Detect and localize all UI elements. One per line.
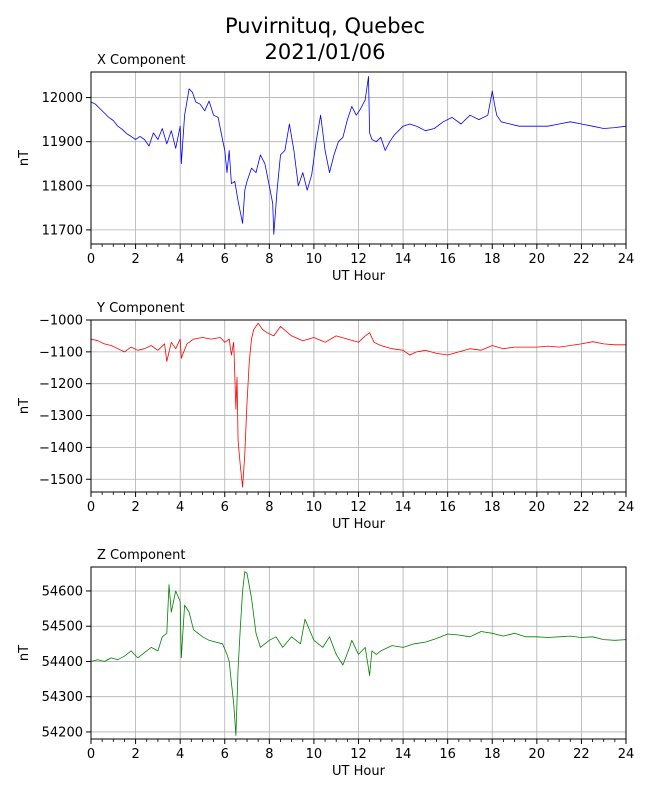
z-comp-y-tick-label: 54400 [42, 655, 83, 670]
y-comp-y-tick-label: −1300 [39, 409, 83, 424]
z-comp-x-tick-label: 8 [265, 747, 273, 762]
y-comp-y-tick-label: −1400 [39, 441, 83, 456]
y-comp-x-tick-label: 8 [265, 500, 273, 515]
y-comp-y-tick-label: −1500 [39, 473, 83, 488]
x-comp-x-tick-label: 24 [618, 252, 635, 267]
y-comp-x-tick-label: 14 [395, 500, 412, 515]
figure-title-line2: 2021/01/06 [264, 40, 386, 64]
y-comp-x-tick-label: 22 [573, 500, 590, 515]
y-comp-y-tick-label: −1000 [39, 314, 83, 329]
x-comp-y-tick-label: 11700 [42, 223, 83, 238]
x-comp-x-tick-label: 20 [529, 252, 546, 267]
z-comp-y-axis-label: nT [17, 645, 32, 661]
x-comp-x-tick-label: 12 [350, 252, 367, 267]
y-comp-x-tick-label: 12 [350, 500, 367, 515]
z-comp-x-tick-label: 2 [131, 747, 139, 762]
z-comp-series-line [90, 571, 627, 736]
figure-title-line1: Puvirnituq, Quebec [224, 14, 426, 38]
z-comp-x-tick-label: 20 [529, 747, 546, 762]
y-comp-x-tick-label: 18 [484, 500, 501, 515]
x-comp-x-tick-label: 18 [484, 252, 501, 267]
y-comp-title: Y Component [96, 301, 185, 316]
x-comp-y-axis-label: nT [17, 150, 32, 166]
x-comp-title: X Component [97, 53, 186, 68]
x-comp-x-tick-label: 8 [265, 252, 273, 267]
z-component-panel: 0 2 4 6 8 10 12 14 16 18 20 22 245420054300544005450… [17, 548, 634, 779]
z-comp-y-tick-label: 54600 [42, 584, 83, 599]
y-comp-x-axis-label: UT Hour [332, 517, 386, 532]
x-comp-x-tick-label: 0 [87, 252, 95, 267]
y-comp-x-tick-label: 20 [529, 500, 546, 515]
z-comp-x-tick-label: 10 [306, 747, 323, 762]
z-comp-x-tick-label: 4 [176, 747, 184, 762]
y-comp-x-tick-label: 16 [439, 500, 456, 515]
z-comp-x-tick-label: 12 [350, 747, 367, 762]
x-comp-x-tick-label: 6 [221, 252, 229, 267]
z-comp-x-tick-label: 18 [484, 747, 501, 762]
z-comp-x-tick-label: 24 [618, 747, 635, 762]
y-comp-x-tick-label: 24 [618, 500, 635, 515]
y-component-panel: 0 2 4 6 8 10 12 14 16 18 20 22 24−1000−1100−1200−130… [17, 301, 634, 532]
y-comp-x-tick-label: 2 [131, 500, 139, 515]
y-comp-x-tick-label: 6 [221, 500, 229, 515]
y-comp-y-axis-label: nT [17, 398, 32, 414]
x-comp-x-tick-label: 2 [131, 252, 139, 267]
z-comp-x-tick-label: 6 [221, 747, 229, 762]
z-comp-x-axis-label: UT Hour [332, 764, 386, 779]
y-comp-x-tick-label: 10 [306, 500, 323, 515]
x-comp-x-axis-label: UT Hour [332, 269, 386, 284]
x-comp-y-tick-label: 12000 [42, 91, 83, 106]
x-component-panel: 0 2 4 6 8 10 12 14 16 18 20 22 241170011800119001200… [17, 53, 634, 284]
x-comp-x-tick-label: 14 [395, 252, 412, 267]
y-comp-y-tick-label: −1200 [39, 377, 83, 392]
x-comp-x-tick-label: 22 [573, 252, 590, 267]
z-comp-y-tick-label: 54300 [42, 690, 83, 705]
x-comp-x-tick-label: 10 [306, 252, 323, 267]
y-comp-series-line [90, 322, 626, 488]
z-comp-x-tick-label: 14 [395, 747, 412, 762]
z-comp-y-tick-label: 54500 [42, 620, 83, 635]
x-comp-x-tick-label: 4 [176, 252, 184, 267]
y-comp-y-tick-label: −1100 [39, 345, 83, 360]
y-comp-x-tick-label: 0 [87, 500, 95, 515]
z-comp-x-tick-label: 0 [87, 747, 95, 762]
x-comp-x-tick-label: 16 [439, 252, 456, 267]
z-comp-title: Z Component [97, 548, 186, 563]
z-comp-y-tick-label: 54200 [42, 725, 83, 740]
x-comp-y-tick-label: 11800 [42, 179, 83, 194]
y-comp-x-tick-label: 4 [176, 500, 184, 515]
z-comp-x-tick-label: 22 [573, 747, 590, 762]
z-comp-x-tick-label: 16 [439, 747, 456, 762]
x-comp-series-line [90, 76, 627, 235]
x-comp-y-tick-label: 11900 [42, 135, 83, 150]
